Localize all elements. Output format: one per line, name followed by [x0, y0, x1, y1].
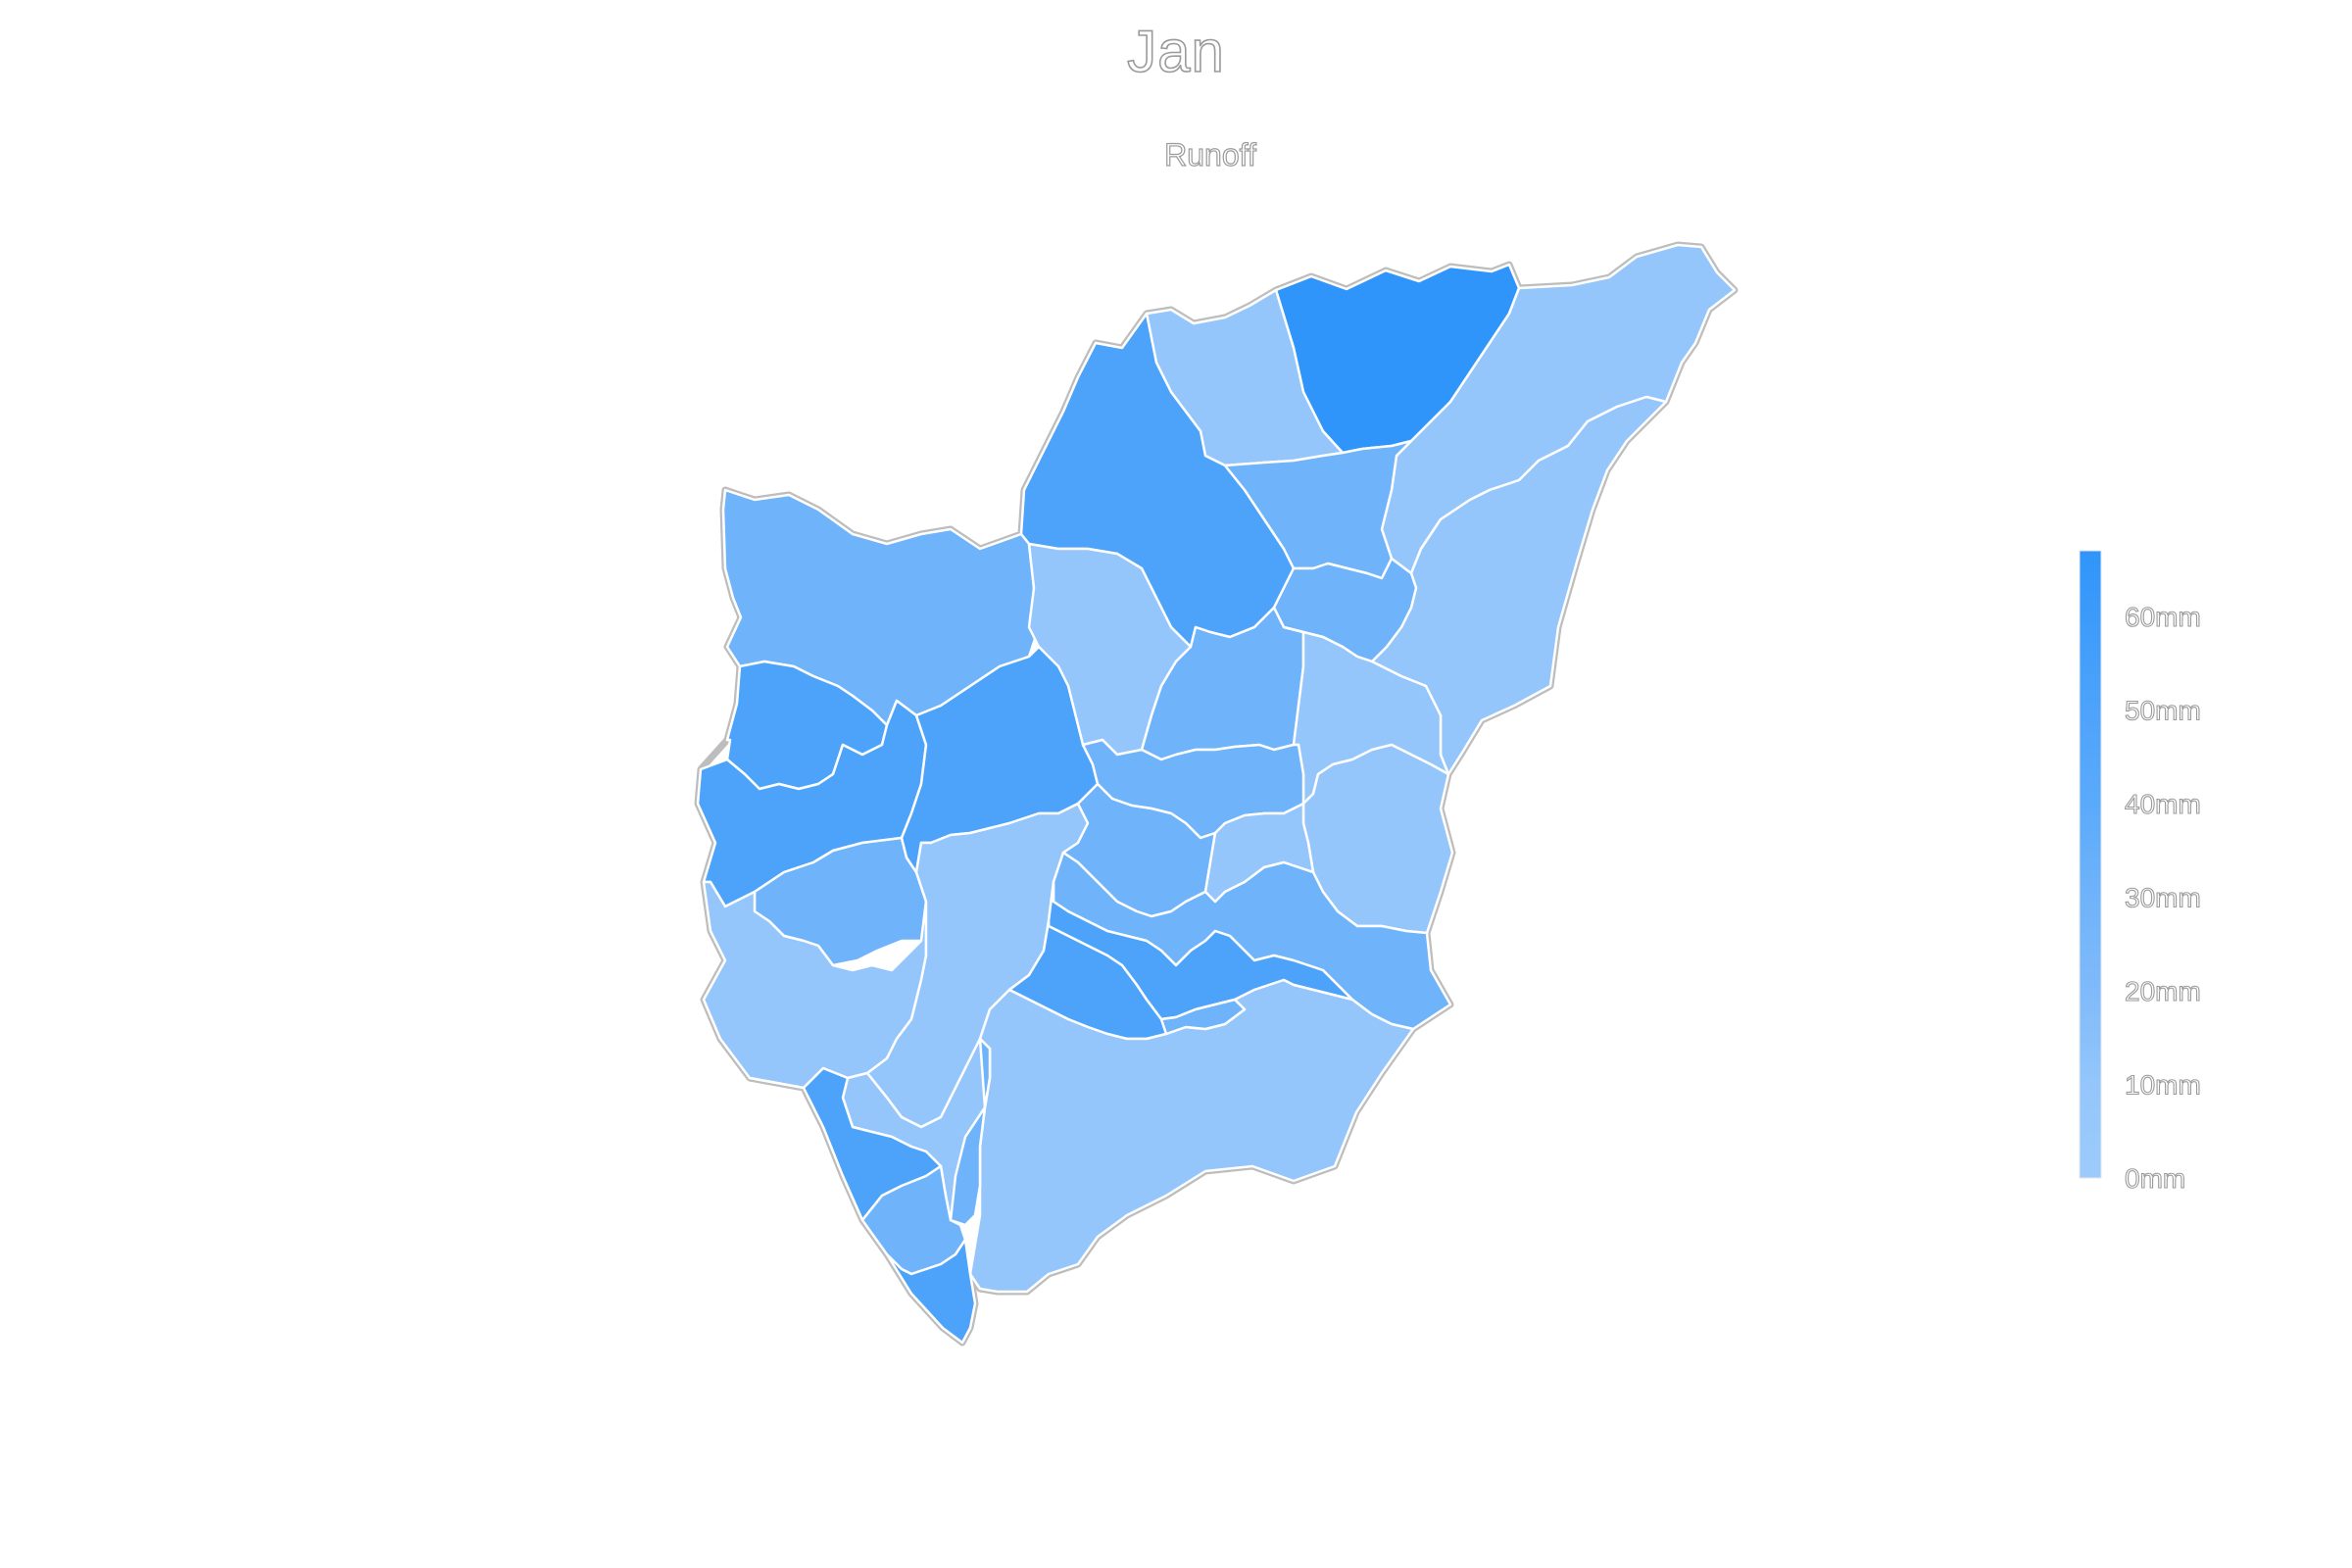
legend-tick-label: 0mm — [2125, 1163, 2185, 1194]
legend-tick-label: 60mm — [2125, 602, 2201, 632]
legend-tick-label: 50mm — [2125, 695, 2201, 725]
legend-colorbar — [2079, 550, 2102, 1179]
region-r27[interactable] — [1159, 998, 1247, 1036]
color-legend: 0mm 10mm 20mm 30mm 40mm 50mm 60mm — [2079, 550, 2201, 1195]
legend-ticks: 0mm 10mm 20mm 30mm 40mm 50mm 60mm — [2124, 601, 2201, 1194]
region-r6[interactable] — [1223, 439, 1413, 580]
legend-tick-label: 10mm — [2125, 1069, 2201, 1100]
legend-tick-label: 30mm — [2125, 882, 2201, 912]
map-subtitle: Runoff — [1164, 136, 1257, 172]
map-title: Jan — [1126, 18, 1225, 85]
legend-tick-label: 40mm — [2125, 789, 2201, 819]
region-r30[interactable] — [885, 1238, 977, 1345]
legend-tick-label: 20mm — [2125, 976, 2201, 1006]
region-r31[interactable] — [949, 1037, 992, 1227]
